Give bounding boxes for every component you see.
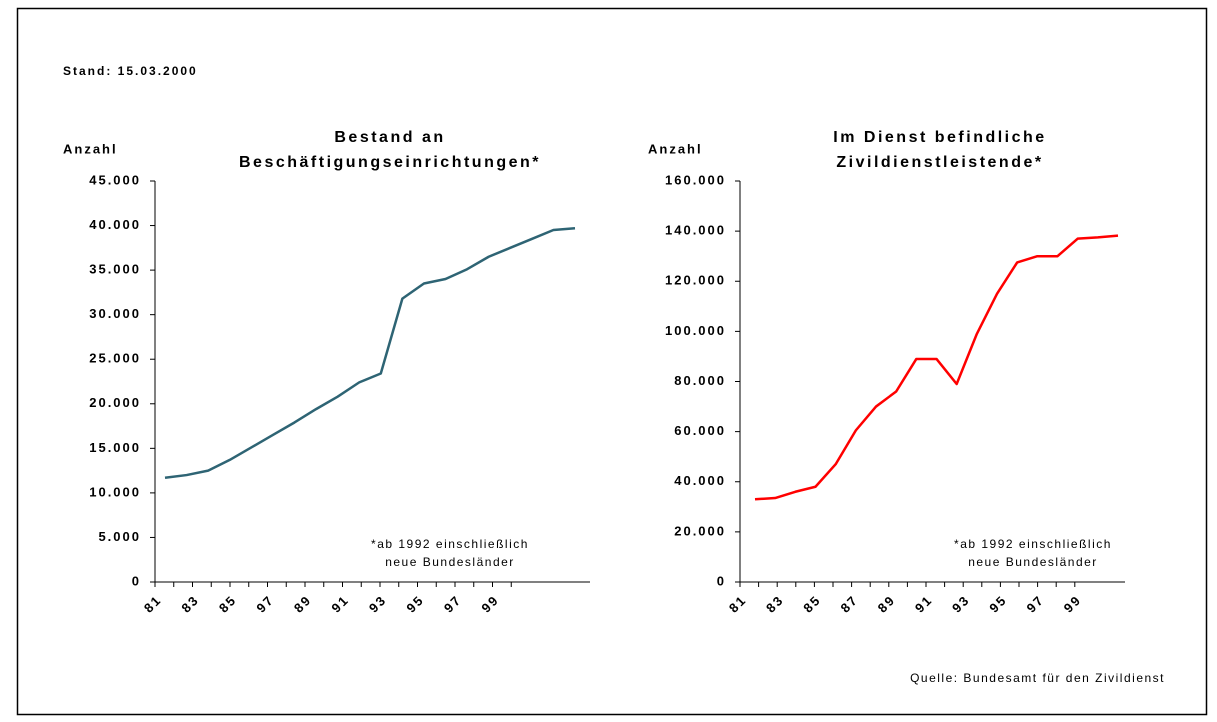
y-axis-label: Anzahl [63,141,118,156]
x-tick-label: 85 [800,592,824,616]
y-tick-label: 120.000 [665,273,726,288]
y-tick-label: 20.000 [89,395,141,410]
y-tick-label: 45.000 [89,172,141,187]
y-tick-label: 80.000 [674,373,726,388]
y-tick-label: 5.000 [98,529,141,544]
x-tick-label: 83 [763,592,787,616]
stand-date: Stand: 15.03.2000 [63,64,198,78]
x-tick-label: 91 [912,592,936,616]
frame [16,7,1208,716]
y-tick-label: 100.000 [665,323,726,338]
x-tick-label: 93 [366,592,390,616]
chart-title: Beschäftigungseinrichtungen* [239,154,541,171]
x-tick-label: 91 [328,592,352,616]
y-tick-label: 15.000 [89,440,141,455]
chart-title: Bestand an [334,129,445,146]
x-tick-label: 89 [291,592,315,616]
data-line [164,226,576,479]
source: Quelle: Bundesamt für den Zivildienst [910,671,1165,685]
x-tick-label: 99 [1061,592,1085,616]
y-tick-label: 40.000 [674,473,726,488]
x-tick-label: 97 [1023,592,1047,616]
y-tick-label: 160.000 [665,172,726,187]
x-tick-label: 83 [178,592,202,616]
x-tick-label: 81 [141,592,165,616]
y-axis-label: Anzahl [648,141,703,156]
x-tick-label: 87 [837,592,861,616]
y-tick-label: 60.000 [674,423,726,438]
x-tick-label: 85 [216,592,240,616]
chart-title: Im Dienst befindliche [833,129,1046,146]
x-tick-label: 97 [253,592,277,616]
y-tick-label: 10.000 [89,484,141,499]
x-tick-label: 95 [403,592,427,616]
y-tick-label: 35.000 [89,262,141,277]
x-tick-label: 95 [986,592,1010,616]
y-tick-label: 25.000 [89,351,141,366]
annotation: *ab 1992 einschließlich [954,537,1112,551]
data-line [754,234,1119,501]
x-tick-label: 97 [441,592,465,616]
y-tick-label: 20.000 [674,523,726,538]
annotation: neue Bundesländer [968,555,1098,569]
x-tick-label: 99 [478,592,502,616]
x-tick-label: 93 [949,592,973,616]
annotation: *ab 1992 einschließlich [371,537,529,551]
annotation: neue Bundesländer [385,555,515,569]
y-tick-label: 30.000 [89,306,141,321]
x-tick-label: 81 [726,592,750,616]
y-tick-label: 0 [132,573,141,588]
y-tick-label: 140.000 [665,223,726,238]
y-tick-label: 40.000 [89,217,141,232]
y-tick-label: 0 [717,573,726,588]
chart-title: Zivildienstleistende* [836,154,1043,171]
x-tick-label: 89 [875,592,899,616]
